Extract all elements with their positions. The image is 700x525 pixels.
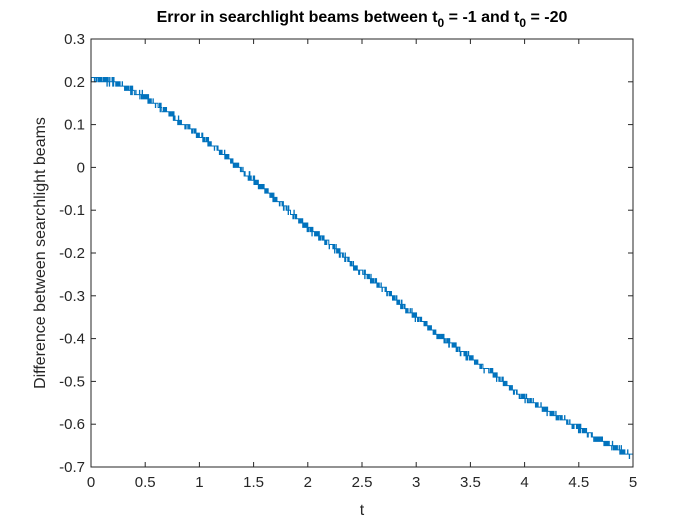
x-tick-label: 2: [304, 474, 312, 491]
x-tick-label: 2.5: [352, 474, 373, 491]
title-part-2: = -1 and t: [444, 9, 520, 26]
y-tick-label: -0.5: [59, 373, 85, 390]
x-axis-ticks: 0 0.5 1 1.5 2 2.5 3 3.5 4 4.5 5: [87, 39, 637, 491]
x-tick-label: 0: [87, 474, 95, 491]
y-tick-label: 0.1: [64, 117, 85, 134]
x-tick-label: 4.5: [568, 474, 589, 491]
series-line: [90, 77, 633, 459]
axes-background: [91, 39, 633, 467]
y-tick-label: 0: [77, 159, 85, 176]
y-tick-label: -0.4: [59, 331, 85, 348]
title-part-3: = -20: [526, 9, 567, 26]
x-tick-label: 5: [629, 474, 637, 491]
y-tick-label: -0.2: [59, 245, 85, 262]
y-tick-label: 0.2: [64, 74, 85, 91]
x-tick-label: 3: [412, 474, 420, 491]
y-axis-ticks: -0.7 -0.6 -0.5 -0.4 -0.3 -0.2 -0.1 0 0.1 0.2 0.3: [59, 31, 633, 476]
title-subscript-2: 0: [519, 16, 526, 30]
y-tick-label: -0.7: [59, 459, 85, 476]
chart-title: Error in searchlight beams between t0 = …: [157, 9, 568, 30]
title-part-1: Error in searchlight beams between t: [157, 9, 439, 26]
y-tick-label: -0.6: [59, 416, 85, 433]
plot-area: [90, 38, 634, 468]
y-tick-label: 0.3: [64, 31, 85, 48]
title-subscript-1: 0: [438, 16, 445, 30]
x-tick-label: 3.5: [460, 474, 481, 491]
x-tick-label: 0.5: [135, 474, 156, 491]
y-tick-label: -0.1: [59, 202, 85, 219]
y-axis-label: Difference between searchlight beams: [32, 117, 49, 389]
x-tick-label: 4: [520, 474, 528, 491]
x-axis-label: t: [360, 502, 365, 519]
x-tick-label: 1.5: [243, 474, 264, 491]
y-tick-label: -0.3: [59, 288, 85, 305]
x-tick-label: 1: [195, 474, 203, 491]
